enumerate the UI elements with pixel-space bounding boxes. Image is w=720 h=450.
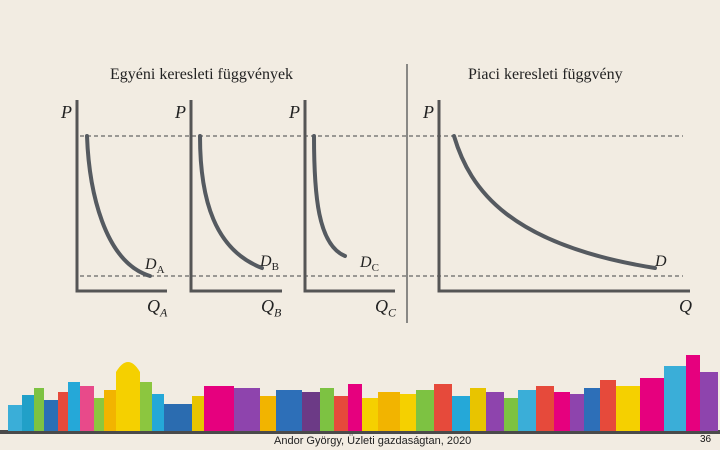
q-axis-label-market: Q <box>679 296 692 316</box>
demand-label-b: DB <box>260 253 279 274</box>
demand-label-a: DA <box>145 256 165 277</box>
city-skyline-illustration <box>0 355 720 434</box>
demand-curve-c <box>312 134 347 258</box>
demand-label-c: DC <box>360 254 379 275</box>
demand-curve-market <box>452 134 657 270</box>
q-axis-label-b: QB <box>261 296 282 320</box>
p-axis-label-b: P <box>175 102 186 122</box>
axis-b <box>189 100 282 293</box>
p-axis-label-a: P <box>61 102 72 122</box>
q-axis-label-c: QC <box>375 296 397 320</box>
demand-curve-a <box>85 134 152 278</box>
demand-curve-b <box>198 134 264 270</box>
individual-demand-title: Egyéni keresleti függvények <box>110 66 294 83</box>
axis-a <box>75 100 167 293</box>
q-axis-label-a: QA <box>147 296 168 320</box>
demand-label-market: D <box>655 253 667 270</box>
market-demand-title: Piaci keresleti függvény <box>468 66 623 83</box>
p-axis-label-c: P <box>289 102 300 122</box>
footer-credit: Andor György, Üzleti gazdaságtan, 2020 <box>274 435 472 447</box>
axis-market <box>437 100 690 293</box>
axis-c <box>303 100 395 293</box>
page-number: 36 <box>700 434 712 445</box>
p-axis-label-market: P <box>423 102 434 122</box>
